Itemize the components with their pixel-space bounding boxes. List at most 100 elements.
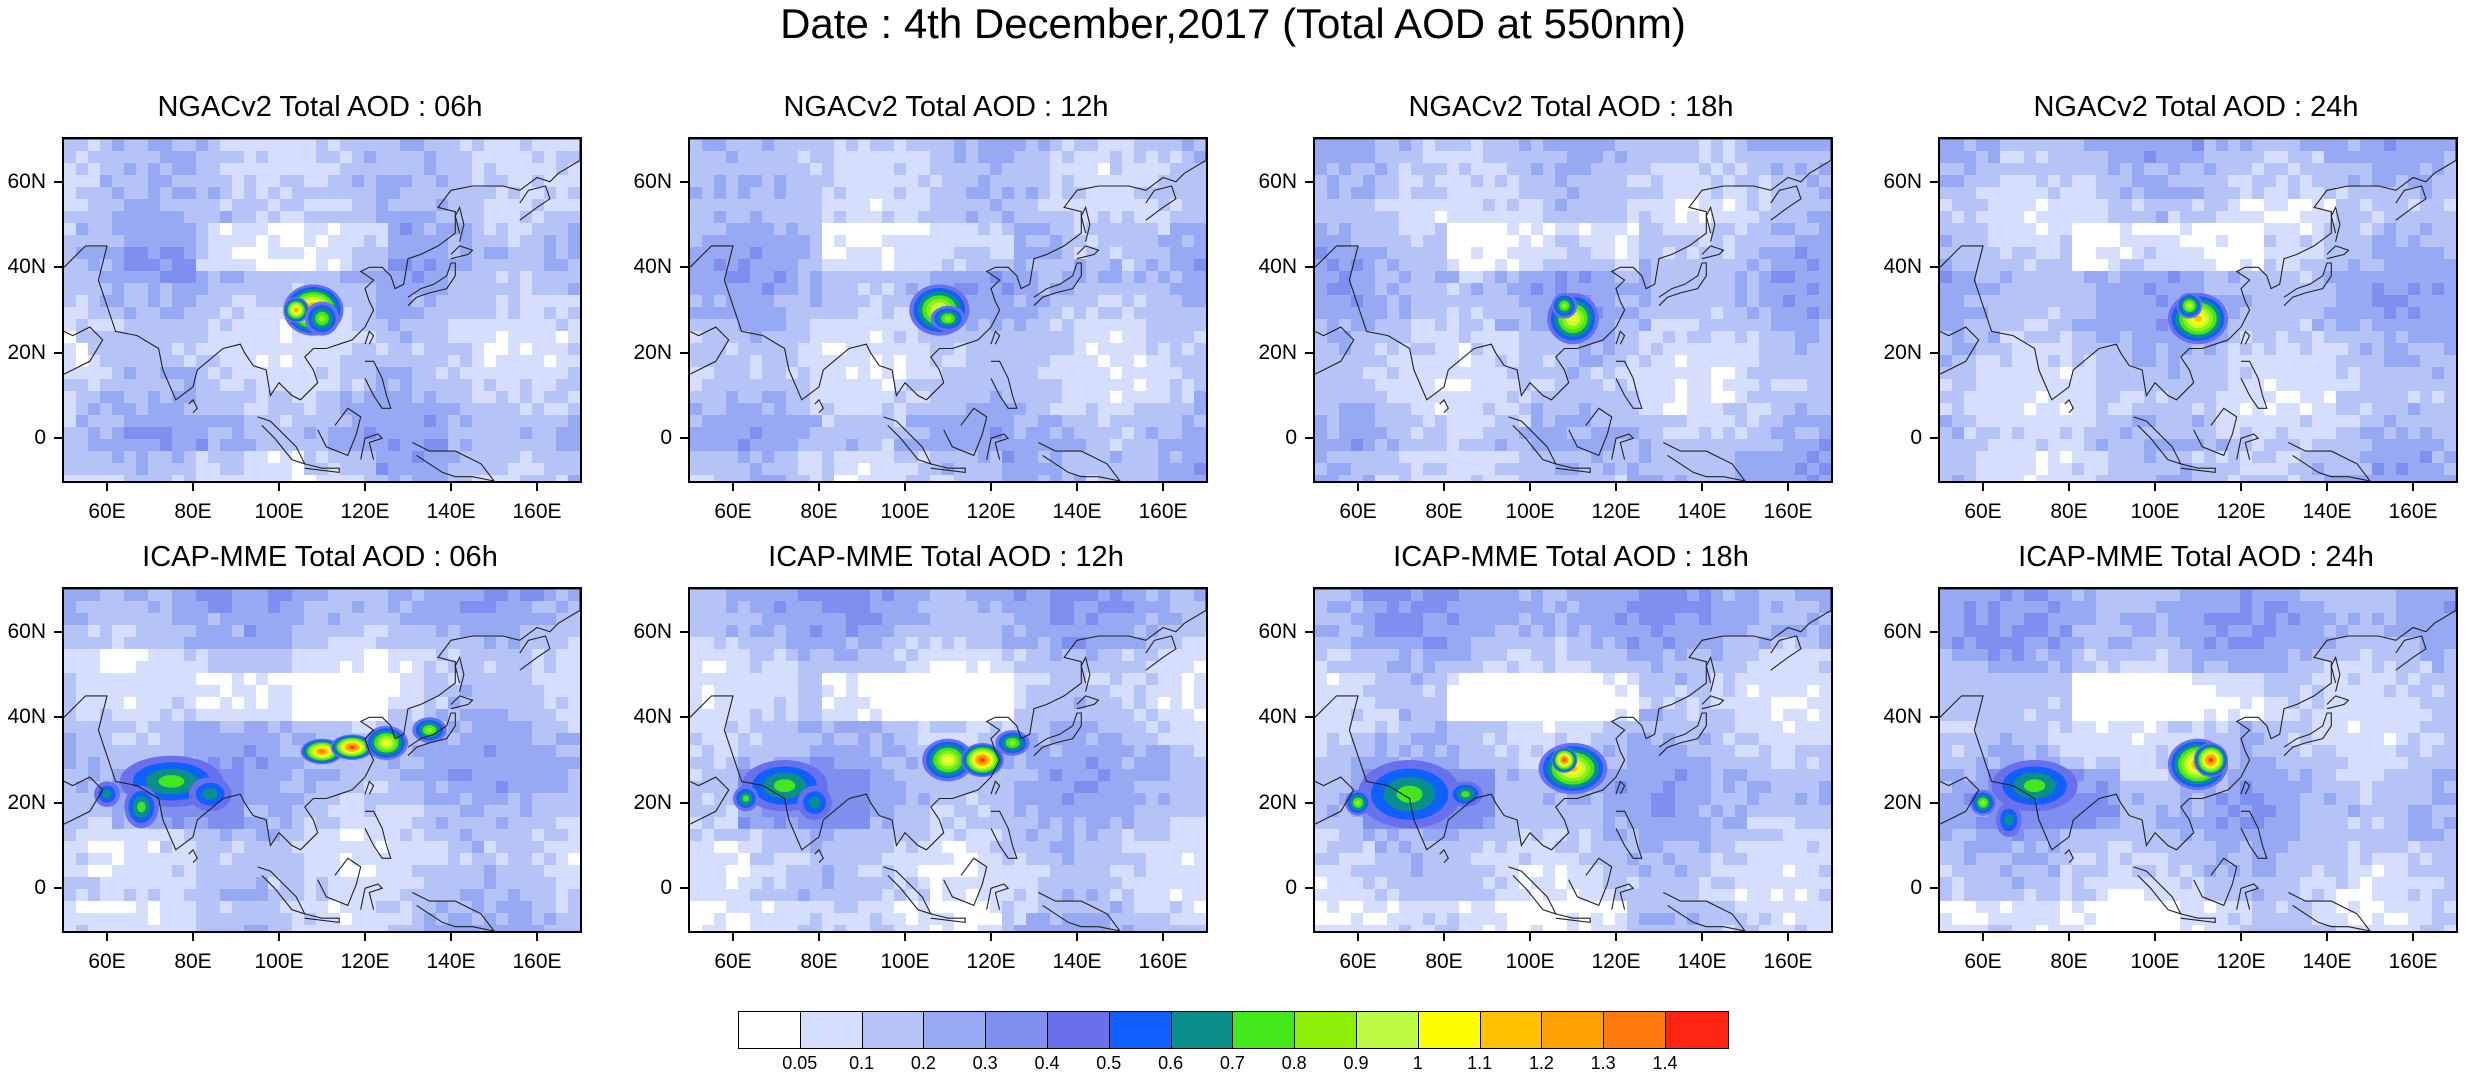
aod-cell — [472, 343, 485, 356]
aod-cell — [1110, 343, 1123, 356]
aod-cell — [2372, 163, 2385, 176]
aod-cell — [340, 151, 353, 164]
aod-cell — [1435, 151, 1448, 164]
aod-cell — [1399, 259, 1412, 272]
aod-cell — [1639, 319, 1652, 332]
aod-cell — [2144, 319, 2157, 332]
aod-cell — [2180, 271, 2193, 284]
aod-cell — [1507, 379, 1520, 392]
aod-cell — [942, 187, 955, 200]
aod-cell — [220, 187, 233, 200]
aod-cell — [328, 175, 341, 188]
aod-cell — [412, 379, 425, 392]
aod-cell — [1471, 259, 1484, 272]
aod-cell — [2432, 175, 2445, 188]
aod-cell — [702, 151, 715, 164]
aod-cell — [400, 211, 413, 224]
aod-cell — [376, 283, 389, 296]
aod-cell — [858, 139, 871, 152]
aod-cell — [1819, 259, 1831, 272]
aod-cell — [1471, 427, 1484, 440]
aod-cell — [2300, 379, 2313, 392]
aod-cell — [774, 247, 787, 260]
aod-cell — [1663, 151, 1676, 164]
aod-cell — [1074, 283, 1087, 296]
aod-cell — [2204, 235, 2217, 248]
aod-cell — [496, 367, 509, 380]
aod-cell — [568, 247, 580, 260]
aod-cell — [544, 151, 557, 164]
aod-cell — [88, 223, 101, 236]
aod-cell — [1315, 295, 1328, 308]
aod-cell — [1639, 259, 1652, 272]
aod-cell — [714, 367, 727, 380]
aod-cell — [1591, 367, 1604, 380]
aod-cell — [918, 379, 931, 392]
aod-cell — [1435, 175, 1448, 188]
aod-cell — [196, 151, 209, 164]
aod-cell — [1964, 379, 1977, 392]
aod-cell — [1615, 451, 1628, 464]
aod-cell — [388, 271, 401, 284]
aod-cell — [1351, 415, 1364, 428]
aod-cell — [244, 295, 257, 308]
aod-cell — [100, 379, 113, 392]
aod-cell — [532, 283, 545, 296]
aod-cell — [136, 391, 149, 404]
aod-cell — [1146, 283, 1159, 296]
aod-cell — [1002, 451, 1015, 464]
aod-cell — [1940, 295, 1953, 308]
aod-cell — [1146, 391, 1159, 404]
aod-cell — [448, 415, 461, 428]
aod-cell — [364, 463, 377, 476]
aod-cell — [472, 283, 485, 296]
aod-cell — [1603, 451, 1616, 464]
aod-cell — [930, 451, 943, 464]
aod-cell — [966, 223, 979, 236]
aod-cell — [1026, 367, 1039, 380]
aod-cell — [1819, 199, 1831, 212]
aod-cell — [268, 319, 281, 332]
aod-cell — [2420, 211, 2433, 224]
aod-cell — [352, 283, 365, 296]
aod-cell — [1375, 307, 1388, 320]
aod-cell — [1158, 475, 1171, 481]
aod-cell — [2108, 139, 2121, 152]
aod-cell — [2072, 439, 2085, 452]
aod-cell — [556, 199, 569, 212]
aod-cell — [544, 211, 557, 224]
aod-cell — [376, 259, 389, 272]
aod-cell — [148, 283, 161, 296]
aod-cell — [472, 463, 485, 476]
aod-cell — [1603, 259, 1616, 272]
aod-cell — [1519, 355, 1532, 368]
aod-cell — [1339, 199, 1352, 212]
aod-cell — [2336, 415, 2349, 428]
aod-cell — [2300, 259, 2313, 272]
aod-cell — [1339, 367, 1352, 380]
aod-cell — [520, 331, 533, 344]
aod-cell — [2240, 235, 2253, 248]
aod-cell — [918, 199, 931, 212]
aod-cell — [690, 187, 703, 200]
aod-cell — [1940, 403, 1953, 416]
aod-cell — [2348, 343, 2361, 356]
aod-cell — [2048, 163, 2061, 176]
aod-cell — [556, 295, 569, 308]
aod-cell — [822, 247, 835, 260]
aod-cell — [1122, 235, 1135, 248]
aod-cell — [858, 331, 871, 344]
aod-cell — [1098, 223, 1111, 236]
aod-cell — [1423, 391, 1436, 404]
aod-cell — [2396, 211, 2409, 224]
aod-cell — [798, 463, 811, 476]
aod-cell — [352, 235, 365, 248]
aod-cell — [1062, 439, 1075, 452]
aod-cell — [1399, 283, 1412, 296]
aod-cell — [196, 199, 209, 212]
aod-cell — [2012, 403, 2025, 416]
aod-cell — [1399, 295, 1412, 308]
aod-cell — [798, 427, 811, 440]
aod-cell — [738, 295, 751, 308]
aod-cell — [1098, 415, 1111, 428]
